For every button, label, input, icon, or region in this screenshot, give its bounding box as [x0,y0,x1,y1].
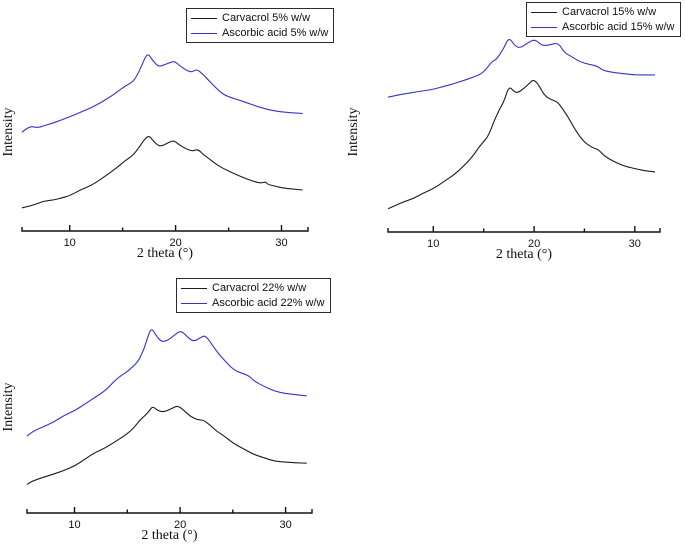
carvacrol-curve [21,135,303,209]
x-axis [26,507,313,514]
x-tick-label: 10 [68,519,80,531]
x-tick-label: 10 [64,237,76,249]
y-axis-label: Intensity [1,107,16,157]
x-tick-label: 20 [174,519,186,531]
legend-15pct: Carvacrol 15% w/w Ascorbic acid 15% w/w [526,2,681,37]
x-tick-label: 30 [629,238,641,250]
legend-line-swatch [191,17,217,19]
legend-entry: Carvacrol 22% w/w [181,281,325,295]
legend-label: Ascorbic acid 5% w/w [222,27,329,39]
x-tick-label: 20 [528,238,540,250]
x-tick-label: 20 [169,237,181,249]
xrd-plot-15pct-canvas: 10 20 30 [387,38,661,250]
ascorbic-acid-curve [26,329,307,437]
legend-line-swatch [531,26,557,28]
x-tick-label: 30 [279,519,291,531]
legend-line-swatch [191,32,217,34]
legend-entry: Carvacrol 5% w/w [191,11,328,25]
xrd-plot-15pct: 10 20 30 Intensity 2 theta (°) Carvacrol 1… [343,0,685,271]
legend-line-swatch [181,302,207,304]
xrd-plot-5pct: 10 20 30 Intensity 2 theta (°) Carvacrol 5… [0,0,342,271]
x-tick-label: 30 [275,237,287,249]
legend-label: Carvacrol 5% w/w [222,12,311,24]
x-axis [387,226,661,233]
legend-label: Ascorbic acid 22% w/w [212,297,325,309]
x-axis-label: 2 theta (°) [141,528,198,543]
y-axis-label: Intensity [346,107,361,157]
legend-22pct: Carvacrol 22% w/w Ascorbic acid 22% w/w [176,278,331,313]
legend-label: Ascorbic acid 15% w/w [562,21,675,33]
carvacrol-curve [387,79,656,210]
x-axis [21,225,309,232]
xrd-plot-22pct: 10 20 30 Intensity 2 theta (°) Carvacrol 2… [0,272,342,543]
x-axis-label: 2 theta (°) [495,247,553,262]
legend-entry: Ascorbic acid 15% w/w [531,20,675,34]
legend-label: Carvacrol 15% w/w [562,6,657,18]
legend-5pct: Carvacrol 5% w/w Ascorbic acid 5% w/w [186,8,335,43]
legend-label: Carvacrol 22% w/w [212,282,307,294]
legend-line-swatch [181,287,207,289]
legend-line-swatch [531,11,557,13]
xrd-plot-5pct-canvas: 10 20 30 [21,54,309,249]
ascorbic-acid-curve [21,54,303,133]
y-axis-label: Intensity [1,382,16,432]
x-tick-label: 10 [427,238,439,250]
legend-entry: Ascorbic acid 5% w/w [191,26,328,40]
carvacrol-curve [26,405,307,485]
ascorbic-acid-curve [387,38,655,98]
xrd-plot-22pct-canvas: 10 20 30 [26,329,313,531]
legend-entry: Ascorbic acid 22% w/w [181,296,325,310]
x-axis-label: 2 theta (°) [136,246,194,261]
legend-entry: Carvacrol 15% w/w [531,5,675,19]
